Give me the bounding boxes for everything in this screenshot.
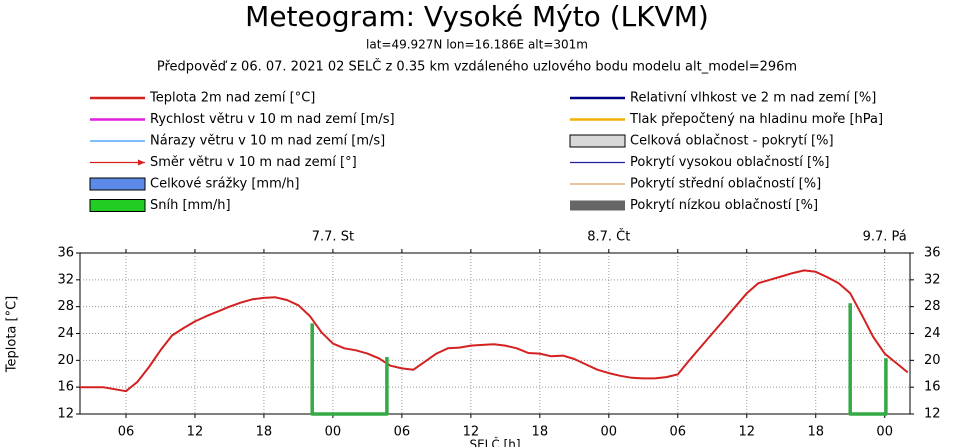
y-tick-label: 32: [57, 272, 74, 287]
y2-tick-label: 16: [924, 380, 941, 395]
legend-label: Pokrytí nízkou oblačností [%]: [630, 198, 818, 213]
legend-label: Směr větru v 10 m nad zemí [°]: [150, 155, 357, 170]
y-tick-label: 28: [57, 299, 74, 314]
legend-label: Celková oblačnost - pokrytí [%]: [630, 134, 834, 149]
legend-swatch: [569, 134, 626, 148]
y2-tick-label: 12: [924, 407, 941, 422]
x-tick-label: 12: [463, 425, 480, 440]
y-tick-label: 24: [57, 326, 74, 341]
day-label: 7.7. St: [312, 230, 354, 245]
x-tick-label: 12: [187, 425, 204, 440]
y2-tick-label: 32: [924, 272, 941, 287]
x-tick-label: 00: [876, 425, 893, 440]
legend-label: Sníh [mm/h]: [150, 198, 231, 213]
x-tick-label: 06: [670, 425, 687, 440]
y-tick-label: 20: [57, 353, 74, 368]
x-tick-label: 00: [601, 425, 618, 440]
legend-label: Tlak přepočtený na hladinu moře [hPa]: [629, 112, 883, 127]
chart-title: Meteogram: Vysoké Mýto (LKVM): [245, 0, 709, 33]
x-axis-label: SELČ [h]: [469, 437, 520, 447]
x-tick-label: 18: [256, 425, 273, 440]
source-note: Předpověď z 06. 07. 2021 02 SELČ z 0.35 …: [157, 59, 797, 75]
y2-tick-label: 24: [924, 326, 941, 341]
x-tick-label: 00: [325, 425, 342, 440]
x-tick-label: 06: [118, 425, 135, 440]
subtitle: lat=49.927N lon=16.186E alt=301m: [366, 38, 588, 52]
series-line: [310, 303, 888, 416]
legend-label: Nárazy větru v 10 m nad zemí [m/s]: [150, 134, 385, 149]
y-tick-label: 36: [57, 246, 74, 261]
legend-label: Teplota 2m nad zemí [°C]: [149, 91, 315, 106]
legend-swatch: [89, 177, 146, 191]
x-tick-label: 18: [532, 425, 549, 440]
legend-swatch-head: [138, 159, 145, 166]
x-tick-label: 18: [807, 425, 824, 440]
y2-tick-label: 28: [924, 299, 941, 314]
day-label: 9.7. Pá: [863, 230, 907, 245]
legend-label: Pokrytí vysokou oblačností [%]: [630, 155, 829, 170]
legend-label: Rychlost větru v 10 m nad zemí [m/s]: [150, 112, 395, 127]
y2-tick-label: 36: [924, 246, 941, 261]
y-tick-label: 16: [57, 380, 74, 395]
legend-swatch: [570, 200, 625, 211]
day-label: 8.7. Čt: [587, 229, 630, 245]
legend-label: Relativní vlhkost ve 2 m nad zemí [%]: [630, 91, 876, 106]
x-tick-label: 06: [394, 425, 411, 440]
y-axis-label: Teplota [°C]: [5, 296, 20, 373]
x-tick-label: 12: [738, 425, 755, 440]
legend-label: Celkové srážky [mm/h]: [150, 177, 299, 192]
y2-tick-label: 20: [924, 353, 941, 368]
legend-swatch: [89, 199, 146, 212]
legend-label: Pokrytí střední oblačností [%]: [630, 177, 821, 192]
series-line: [80, 269, 909, 393]
y-tick-label: 12: [57, 407, 74, 422]
